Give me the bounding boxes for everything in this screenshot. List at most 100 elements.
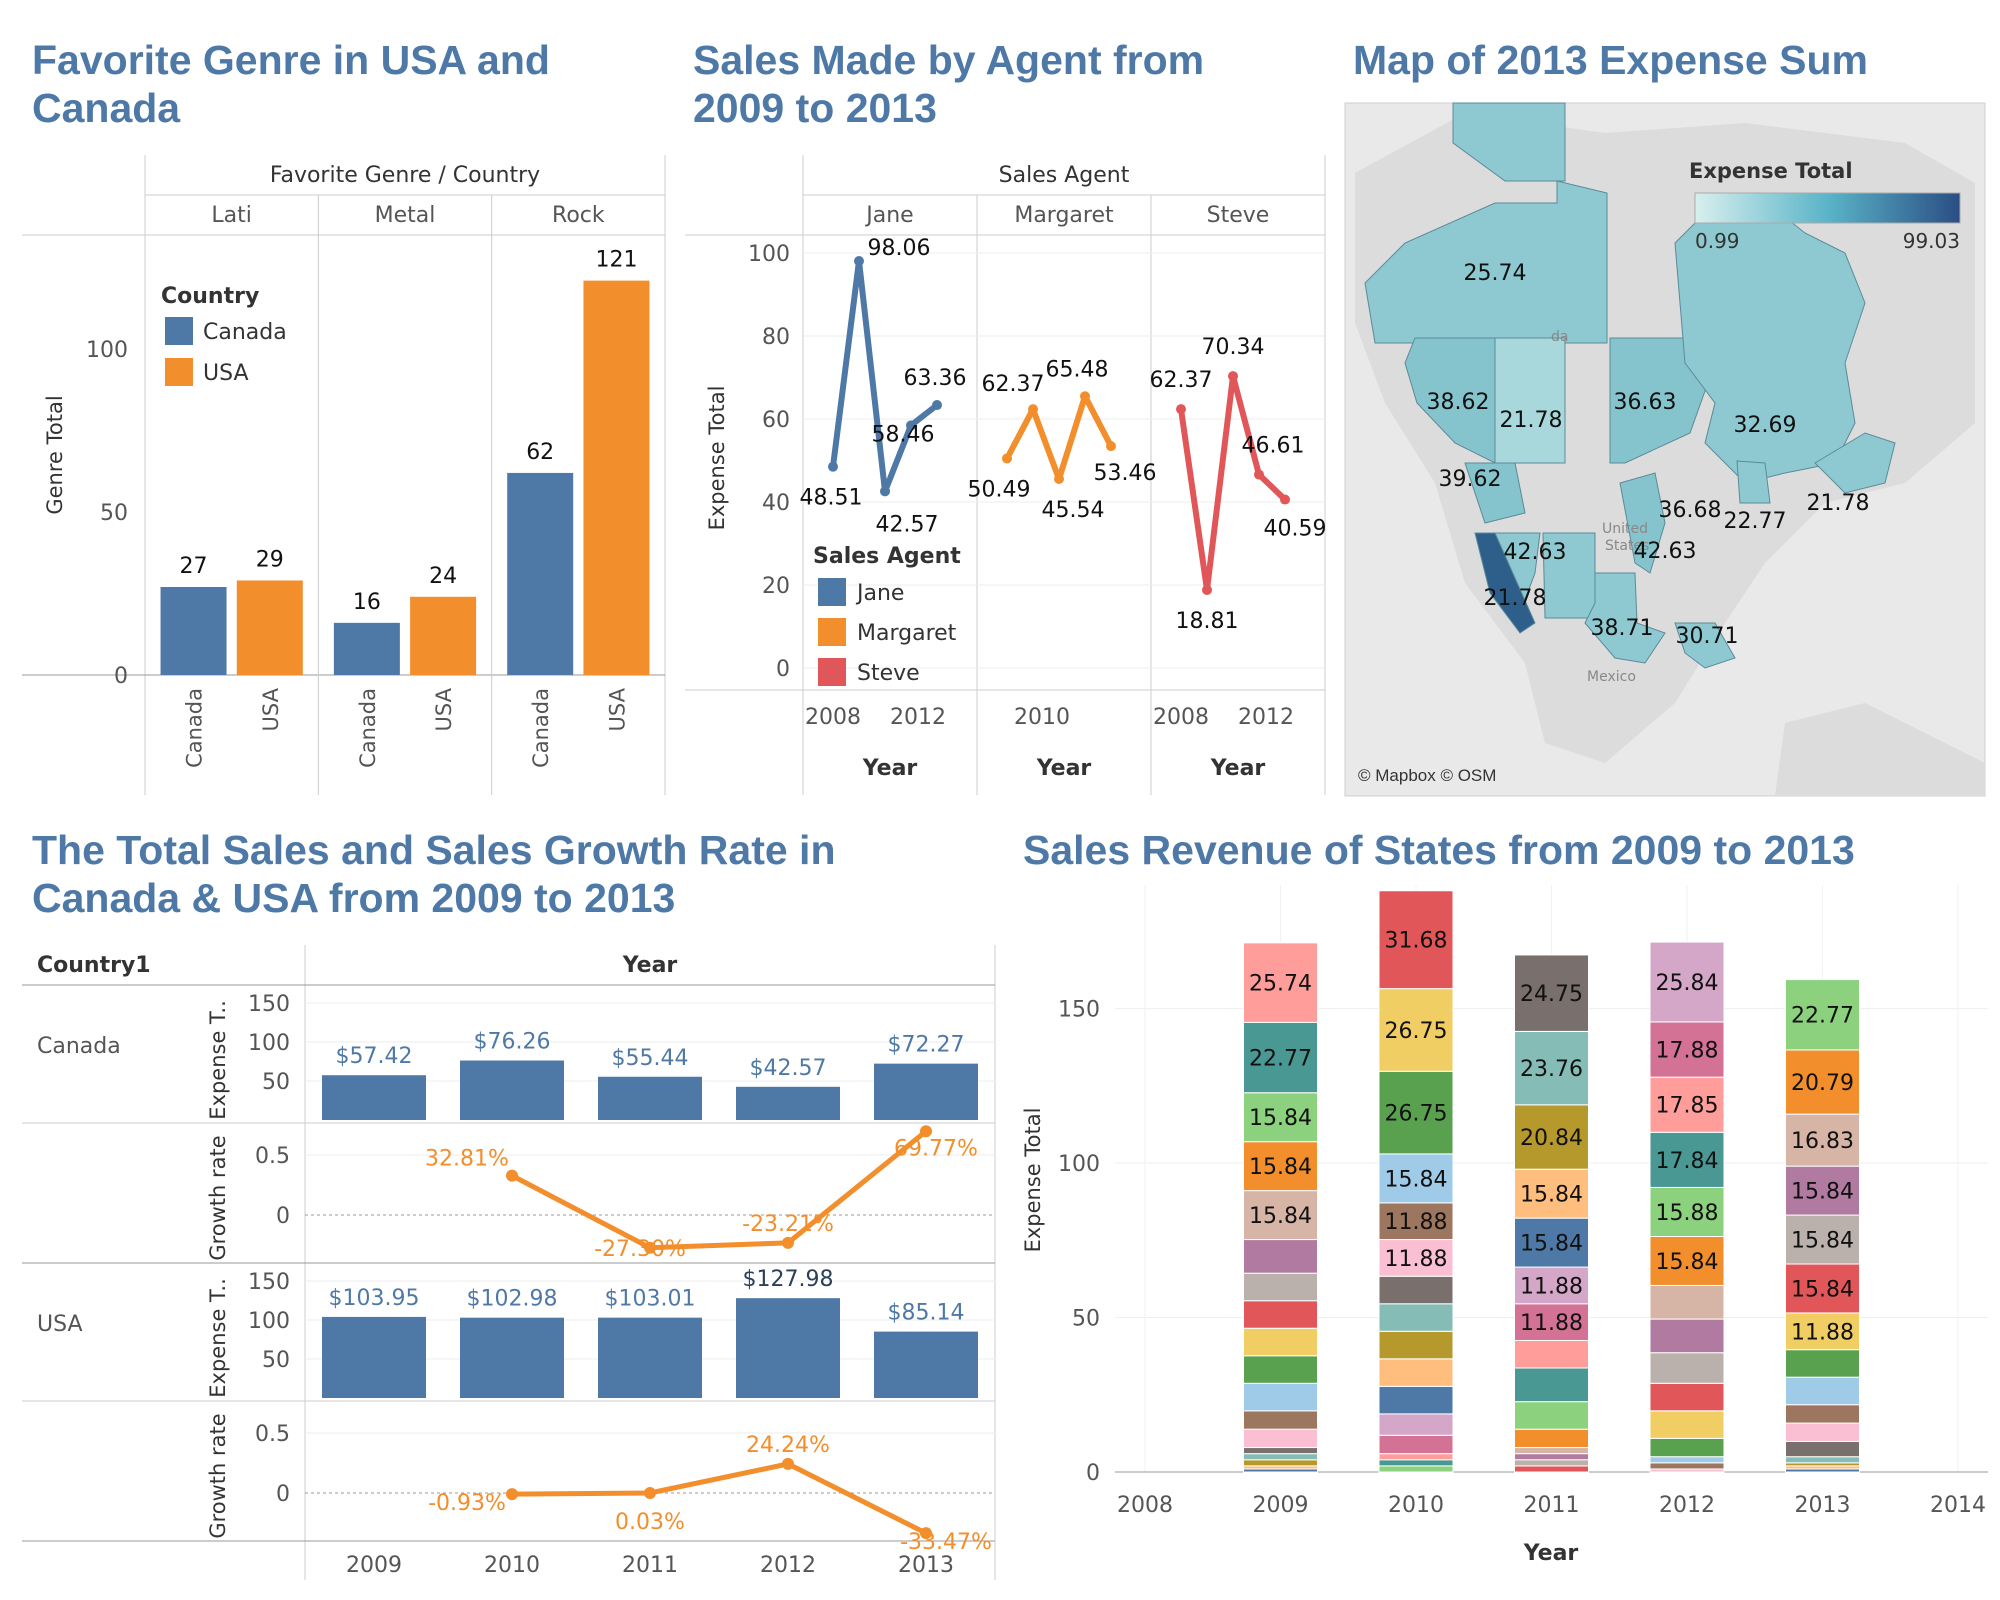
data-point bbox=[1280, 494, 1290, 505]
map-title: Map of 2013 Expense Sum bbox=[1353, 37, 1868, 83]
y-tick-label: 0 bbox=[276, 1204, 290, 1229]
map-legend-gradient bbox=[1694, 192, 1961, 224]
map-place-label: Mexico bbox=[1587, 669, 1636, 685]
map-legend-title: Expense Total bbox=[1689, 159, 1853, 183]
data-label: $85.14 bbox=[888, 1301, 965, 1326]
x-tick-label: 2012 bbox=[1238, 705, 1294, 730]
expense-map[interactable]: da United States Mexico Expense Total 0.… bbox=[1344, 102, 1986, 797]
stack-segment bbox=[1243, 1239, 1318, 1274]
x-tick-label: Canada bbox=[356, 688, 380, 768]
growth-label: 32.81% bbox=[425, 1147, 509, 1172]
data-label: 26.75 bbox=[1385, 1102, 1448, 1127]
y-tick-label: 150 bbox=[1058, 998, 1100, 1023]
stack-segment bbox=[1378, 1202, 1454, 1241]
x-tick-label: 2013 bbox=[898, 1553, 954, 1578]
map-value-label: 38.71 bbox=[1591, 616, 1654, 641]
y-tick-label: 50 bbox=[262, 1348, 290, 1373]
stack-segment bbox=[1243, 1428, 1318, 1449]
bar bbox=[598, 1076, 702, 1120]
stack-segment bbox=[1514, 1030, 1589, 1106]
data-label: 11.88 bbox=[1791, 1320, 1854, 1345]
map-credit: © Mapbox © OSM bbox=[1358, 766, 1497, 785]
data-point bbox=[932, 400, 942, 411]
legend-label: Steve bbox=[857, 661, 920, 686]
data-point bbox=[1054, 474, 1064, 485]
data-label: 45.54 bbox=[1042, 498, 1105, 523]
states-chart-title: Sales Revenue of States from 2009 to 201… bbox=[1023, 827, 1855, 873]
map-value-label: 30.71 bbox=[1676, 624, 1739, 649]
y-tick-label: 0 bbox=[276, 1482, 290, 1507]
growth-label: 69.77% bbox=[894, 1136, 978, 1161]
stack-segment bbox=[1243, 1453, 1318, 1461]
panel-name: Margaret bbox=[1014, 203, 1114, 228]
stack-segment bbox=[1514, 954, 1589, 1032]
data-label: 17.84 bbox=[1656, 1149, 1719, 1174]
stack-segment bbox=[1649, 1284, 1725, 1320]
y-tick-label: 0 bbox=[776, 657, 790, 682]
data-label: 65.48 bbox=[1046, 357, 1109, 382]
data-point bbox=[854, 256, 864, 267]
growth-label: -23.21% bbox=[742, 1212, 834, 1237]
genre-chart-title: Favorite Genre in USA and Canada bbox=[32, 37, 550, 131]
stack-segment bbox=[1243, 1272, 1318, 1302]
data-label: 62.37 bbox=[1150, 368, 1213, 393]
data-label: 16.83 bbox=[1791, 1129, 1854, 1154]
x-tick-label: 2013 bbox=[1795, 1493, 1851, 1518]
data-label: 15.84 bbox=[1791, 1229, 1854, 1254]
x-tick-label: 2008 bbox=[1153, 705, 1209, 730]
growth-chart-title: The Total Sales and Sales Growth Rate in… bbox=[32, 827, 836, 921]
data-label: 17.85 bbox=[1656, 1094, 1719, 1119]
data-point bbox=[1202, 584, 1212, 595]
bar bbox=[460, 1317, 564, 1398]
data-label: 40.59 bbox=[1264, 517, 1327, 542]
data-label: 98.06 bbox=[868, 236, 931, 261]
x-tick-label: 2010 bbox=[484, 1553, 540, 1578]
stack-segment bbox=[1378, 1275, 1454, 1305]
stack-segment bbox=[1514, 1447, 1589, 1455]
data-label: $127.98 bbox=[743, 1267, 834, 1292]
map-value-label: 22.77 bbox=[1724, 509, 1787, 534]
stack-segment bbox=[1649, 1352, 1725, 1384]
data-label: 17.88 bbox=[1656, 1039, 1719, 1064]
stack-segment bbox=[1243, 1021, 1318, 1094]
bar bbox=[874, 1331, 978, 1398]
data-point bbox=[1176, 404, 1186, 415]
y-tick-label: 100 bbox=[748, 242, 790, 267]
legend-swatch bbox=[818, 658, 846, 686]
stack-segment bbox=[1378, 1413, 1454, 1436]
stack-segment bbox=[1649, 1437, 1725, 1458]
stack-segment bbox=[1649, 1318, 1725, 1354]
data-label: $76.26 bbox=[474, 1030, 551, 1055]
stack-segment bbox=[1785, 1049, 1860, 1115]
y-tick-label: 80 bbox=[762, 325, 790, 350]
map-value-label: 21.78 bbox=[1500, 408, 1563, 433]
stack-segment bbox=[1649, 1462, 1725, 1470]
x-tick-label: 2011 bbox=[1524, 1493, 1580, 1518]
stack-segment bbox=[1649, 1410, 1725, 1439]
map-value-label: 36.68 bbox=[1659, 498, 1722, 523]
data-label: 15.84 bbox=[1656, 1250, 1719, 1275]
data-label: 31.68 bbox=[1385, 929, 1448, 954]
stack-segment bbox=[1243, 942, 1318, 1023]
stack-segment bbox=[1378, 1153, 1454, 1204]
growth-line bbox=[510, 1129, 928, 1251]
stack-segment bbox=[1514, 1401, 1589, 1430]
map-regions bbox=[1364, 102, 1896, 669]
stack-segment bbox=[1243, 1410, 1318, 1430]
data-label: 70.34 bbox=[1202, 335, 1265, 360]
data-label: 15.84 bbox=[1791, 1180, 1854, 1205]
legend-label: USA bbox=[203, 361, 249, 386]
x-tick-label: 2012 bbox=[760, 1553, 816, 1578]
y-axis-label: Expense T.. bbox=[206, 1278, 230, 1397]
stack-segment bbox=[1378, 1434, 1454, 1455]
bar bbox=[736, 1086, 840, 1120]
legend-swatch bbox=[818, 618, 846, 646]
data-label: 58.46 bbox=[872, 422, 935, 447]
y-axis-label: Expense Total bbox=[705, 386, 729, 531]
map-place-label: States bbox=[1605, 538, 1649, 554]
x-tick-label: USA bbox=[432, 687, 456, 731]
y-tick-label: 50 bbox=[262, 1070, 290, 1095]
y-tick-label: 100 bbox=[248, 1031, 290, 1056]
stack-segment bbox=[1785, 1376, 1860, 1406]
